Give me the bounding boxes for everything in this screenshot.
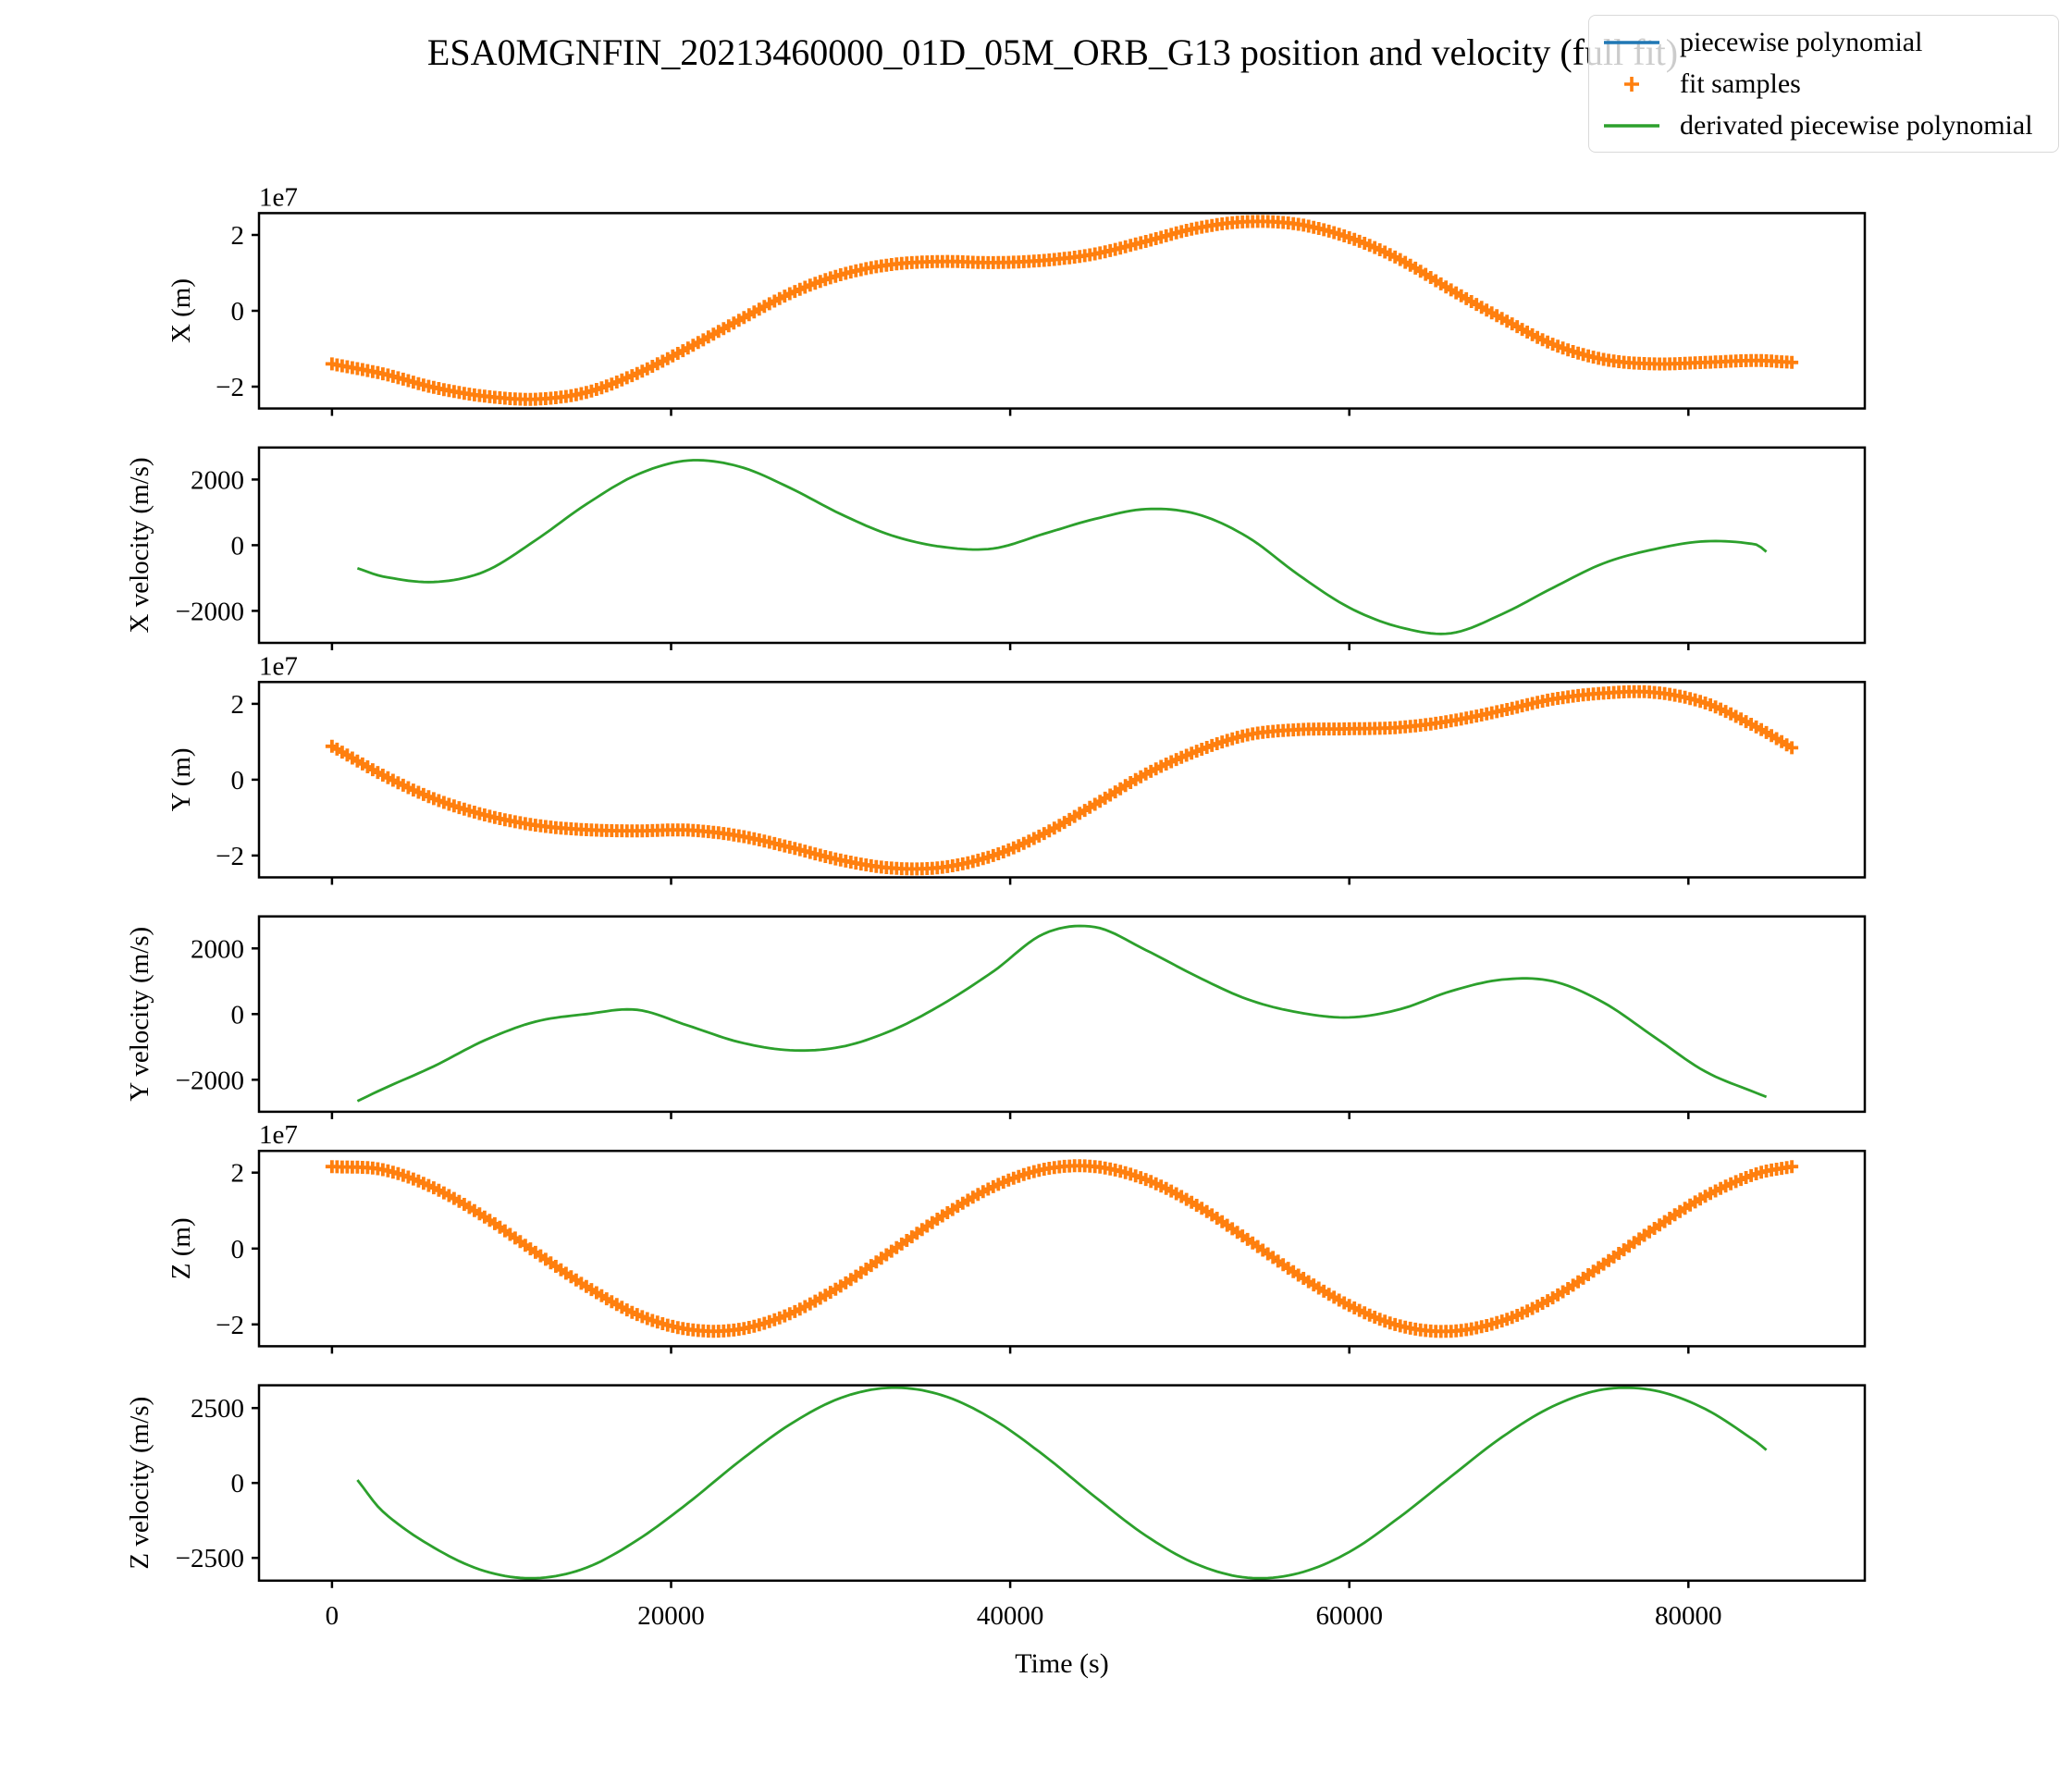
z-velocity-x-ticks	[330, 1580, 1690, 1588]
y-tick-label: −2000	[176, 1066, 244, 1095]
subplot-y-position: −2 0 2 1e7 Y (m)	[166, 651, 1867, 885]
y-tick-label: −2000	[176, 597, 244, 626]
z-velocity-y-ticks: −2500 0 2500	[176, 1394, 259, 1573]
x-position-y-ticks: −2 0 2	[216, 221, 259, 402]
x-velocity-ylabel: X velocity (m/s)	[125, 457, 154, 633]
y-tick-label: 0	[231, 297, 245, 327]
y-position-axes-frame	[257, 681, 1867, 879]
y-position-ylabel: Y (m)	[166, 747, 196, 811]
y-velocity-y-ticks: −2000 0 2000	[176, 934, 259, 1095]
z-velocity-axes-frame	[257, 1384, 1867, 1583]
x-position-fit-samples-markers	[325, 215, 1799, 406]
y-tick-label: 2	[231, 1159, 245, 1189]
legend-item-label: fit samples	[1680, 68, 1801, 99]
z-velocity-ylabel: Z velocity (m/s)	[125, 1397, 154, 1570]
legend-item-label: piecewise polynomial	[1680, 26, 1923, 57]
x-velocity-x-ticks	[330, 643, 1690, 650]
x-position-axes-frame	[257, 212, 1867, 410]
x-velocity-axes-frame	[257, 446, 1867, 645]
y-velocity-ylabel: Y velocity (m/s)	[125, 927, 154, 1102]
legend-box: piecewise polynomial fit samples derivated…	[1588, 15, 2059, 153]
line-sample-icon	[1604, 40, 1659, 44]
y-velocity-x-ticks	[330, 1111, 1690, 1119]
legend-item-label: derivated piecewise polynomial	[1680, 109, 2033, 141]
z-position-fit-samples-markers	[325, 1159, 1799, 1338]
line-sample-icon	[1604, 123, 1659, 128]
y-tick-label: 2	[231, 690, 245, 720]
y-tick-label: 0	[231, 531, 245, 561]
y-tick-label: −2500	[176, 1544, 244, 1573]
z-position-offset-text: 1e7	[259, 1120, 298, 1150]
x-position-ylabel: X (m)	[166, 278, 196, 343]
x-velocity-derivative-line	[356, 459, 1768, 635]
y-position-y-ticks: −2 0 2	[216, 690, 259, 871]
x-tick-label: 80000	[1655, 1601, 1722, 1631]
x-tick-label: 0	[326, 1601, 339, 1631]
x-tick-label: 20000	[637, 1601, 705, 1631]
legend-item-0: piecewise polynomial	[1602, 21, 2045, 63]
y-tick-label: 0	[231, 1469, 245, 1498]
subplot-y-velocity: −2000 0 2000 Y velocity (m/s)	[125, 915, 1867, 1119]
y-tick-label: 2000	[191, 465, 244, 495]
y-tick-label: 0	[231, 766, 245, 796]
legend-item-1: fit samples	[1602, 63, 2045, 105]
subplot-x-position: −2 0 2 1e7 X (m)	[166, 182, 1867, 416]
subplot-z-position: −2 0 2 1e7 Z (m)	[166, 1120, 1867, 1354]
y-position-piecewise-polynomial-line	[331, 690, 1793, 870]
x-position-x-ticks	[330, 408, 1690, 416]
x-axis-label: Time (s)	[1015, 1648, 1108, 1679]
y-tick-label: 0	[231, 1235, 245, 1264]
x-tick-label: 60000	[1315, 1601, 1383, 1631]
y-position-offset-text: 1e7	[259, 651, 298, 681]
y-tick-label: 2500	[191, 1394, 244, 1424]
y-velocity-derivative-line	[356, 924, 1768, 1103]
plus-marker-icon	[1624, 76, 1639, 92]
figure-title: ESA0MGNFIN_20213460000_01D_05M_ORB_G13 p…	[426, 31, 1679, 73]
y-position-x-ticks	[330, 877, 1690, 885]
x-position-piecewise-polynomial-line	[331, 219, 1793, 401]
z-velocity-derivative-line	[356, 1386, 1768, 1580]
x-position-offset-text: 1e7	[259, 182, 298, 212]
y-tick-label: 0	[231, 1000, 245, 1030]
x-velocity-y-ticks: −2000 0 2000	[176, 465, 259, 626]
y-tick-label: −2	[216, 373, 244, 402]
z-position-y-ticks: −2 0 2	[216, 1159, 259, 1340]
legend-item-2: derivated piecewise polynomial	[1602, 105, 2045, 146]
y-position-fit-samples-markers	[325, 684, 1799, 876]
y-tick-label: 2000	[191, 934, 244, 964]
subplot-z-velocity: −2500 0 2500 Z velocity (m/s) 0 20000 40000 600…	[125, 1384, 1867, 1679]
subplot-x-velocity: −2000 0 2000 X velocity (m/s)	[125, 446, 1867, 650]
z-position-x-ticks	[330, 1346, 1690, 1354]
x-tick-label: 40000	[977, 1601, 1044, 1631]
y-tick-label: −2	[216, 1311, 244, 1340]
z-position-ylabel: Z (m)	[166, 1217, 196, 1279]
x-axis-tick-labels: 0 20000 40000 60000 80000	[326, 1601, 1722, 1631]
y-tick-label: 2	[231, 221, 245, 251]
z-position-piecewise-polynomial-line	[331, 1164, 1793, 1333]
y-tick-label: −2	[216, 842, 244, 871]
